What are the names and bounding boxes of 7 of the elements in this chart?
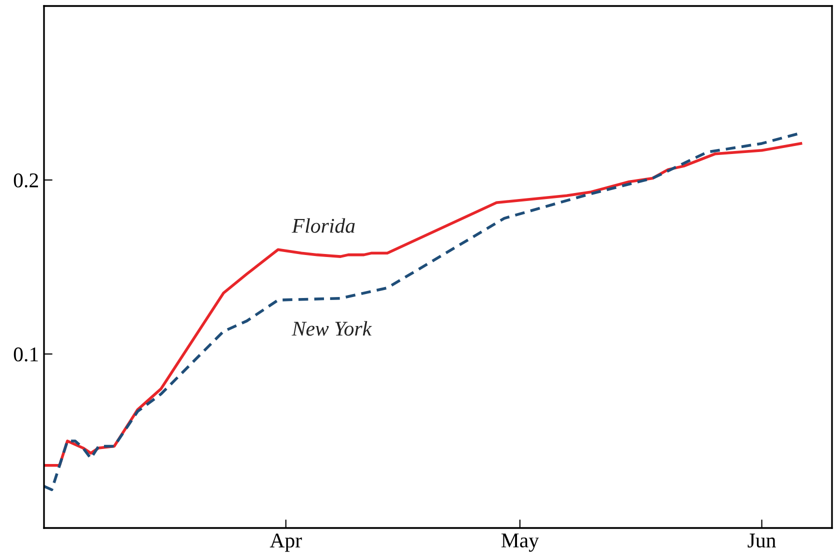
y-tick-label: 0.2 bbox=[14, 173, 38, 188]
x-tick-label: Apr bbox=[270, 534, 302, 552]
x-tick-label: May bbox=[501, 534, 539, 552]
series-label: Florida bbox=[292, 218, 355, 233]
x-tick-label: Jun bbox=[748, 534, 776, 548]
series-label: New York bbox=[292, 321, 372, 336]
y-tick-label: 0.1 bbox=[14, 347, 38, 362]
